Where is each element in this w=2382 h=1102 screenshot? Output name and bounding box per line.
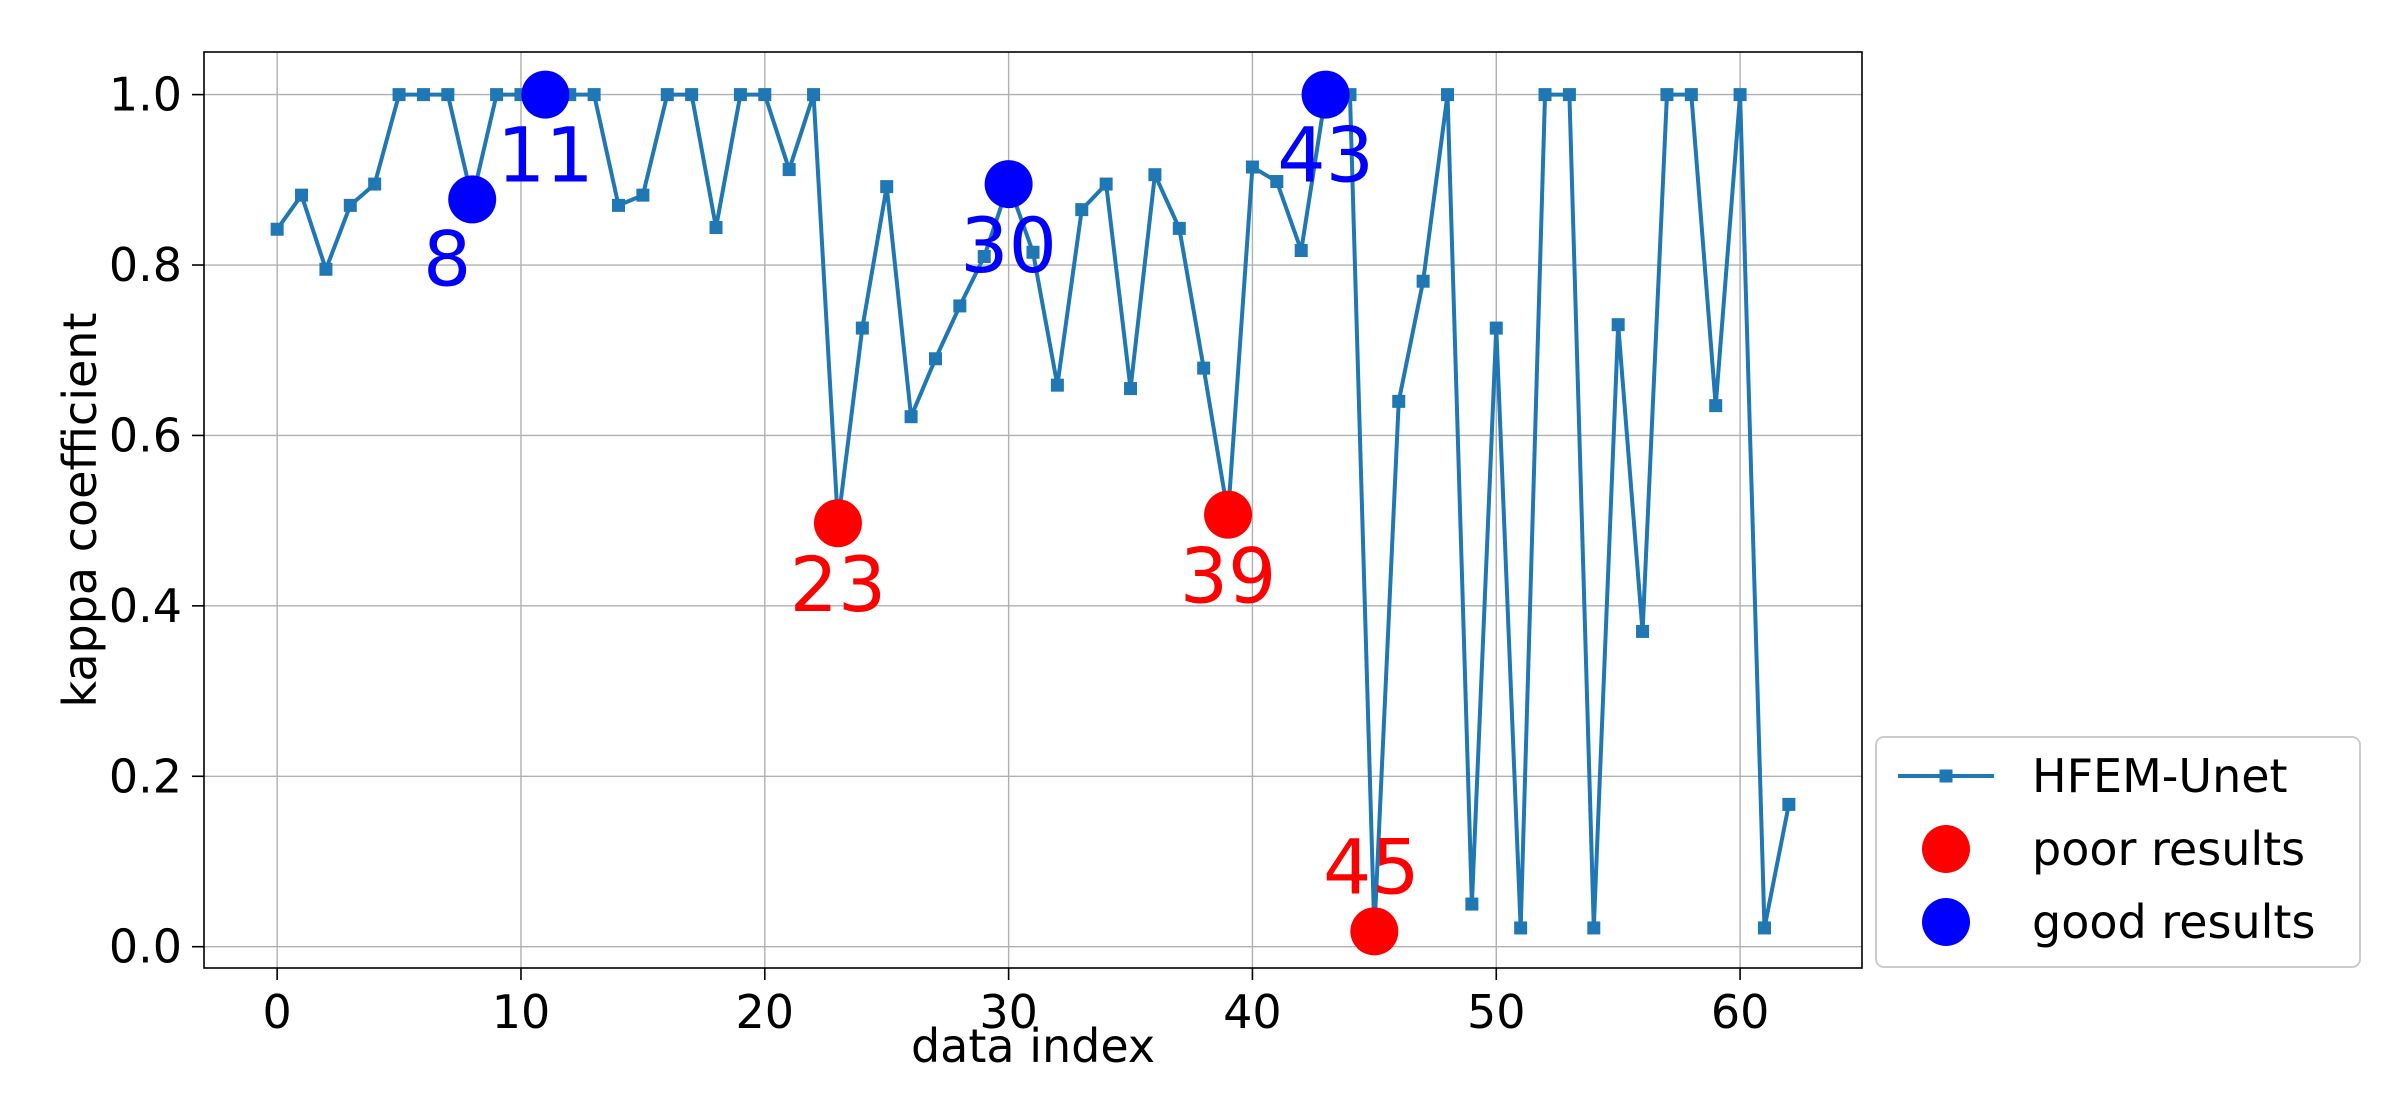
hfem-unet-point [1099,177,1113,191]
hfem-unet-point [953,299,967,313]
poor-result-marker [1350,907,1399,956]
hfem-unet-point [1757,921,1771,935]
hfem-unet-point [1245,160,1259,174]
hfem-unet-point [660,88,674,102]
hfem-unet-point [441,88,455,102]
legend-square-marker-icon [1939,769,1953,783]
hfem-unet-point [977,250,991,264]
legend-label-hfem-unet: HFEM-Unet [2032,749,2288,803]
hfem-unet-point [1709,399,1723,413]
hfem-unet-point [587,88,601,102]
hfem-unet-point [807,88,821,102]
hfem-unet-point [612,198,625,212]
hfem-unet-point [1733,88,1747,102]
legend-box [1875,736,2361,968]
hfem-unet-point [295,188,309,202]
good-result-label: 8 [423,214,471,303]
hfem-unet-point [1050,378,1064,392]
poor-result-label: 45 [1323,822,1420,911]
axis-ticks: 0 10 20 30 40 50 60 0.0 0.2 0.4 0.6 0.8 1.0 [109,68,1770,1039]
hfem-unet-point [685,88,699,102]
axes-frame [203,51,1863,969]
hfem-unet-point [709,221,723,235]
hfem-unet-point [1026,245,1040,259]
hfem-unet-point [1465,897,1479,911]
good-result-marker [448,175,497,224]
y-tick-label: 0.0 [109,920,182,974]
hfem-unet-point [1660,88,1674,102]
x-tick-label: 30 [979,985,1038,1039]
hfem-unet-point [1148,168,1162,182]
hfem-unet-point [392,88,406,102]
x-tick-label: 0 [263,985,292,1039]
hfem-unet-point [1392,394,1406,408]
hfem-unet-point [1416,274,1430,288]
x-tick-label: 40 [1223,985,1282,1039]
hfem-unet-point [1270,175,1284,189]
hfem-unet-point [1538,88,1552,102]
hfem-unet-point [1562,88,1576,102]
legend: HFEM-Unet poor results good results [1875,736,2361,968]
hfem-unet-point [343,198,357,212]
hfem-unet-point [928,352,942,366]
hfem-unet-point [1197,361,1211,375]
hfem-unet-point [416,88,430,102]
good-result-marker [984,160,1033,209]
hfem-unet-point [1124,382,1138,396]
hfem-unet-point [1587,921,1601,935]
legend-label-good-results: good results [2032,895,2315,949]
hfem-unet-point [1636,624,1650,638]
good-result-label: 30 [960,201,1057,290]
hfem-unet-point [490,88,504,102]
hfem-unet-point [1294,244,1308,258]
y-tick-label: 0.4 [109,579,182,633]
hfem-unet-point [1514,921,1528,935]
plot-area: 23 39 45 8 11 30 43 [270,70,1796,956]
x-tick-label: 60 [1711,985,1770,1039]
hfem-unet-point [733,88,747,102]
x-tick-label: 20 [736,985,795,1039]
y-tick-label: 1.0 [109,68,182,122]
hfem-unet-point [782,163,796,177]
poor-result-marker [1204,490,1253,539]
hfem-unet-point [1611,318,1625,332]
hfem-unet-point [758,88,772,102]
hfem-unet-point [1172,221,1186,235]
hfem-unet-point [1684,88,1698,102]
good-result-label: 11 [497,111,594,200]
y-tick-label: 0.6 [109,408,182,462]
good-result-marker [1301,70,1350,119]
poor-result-label: 23 [790,540,887,629]
x-axis-label: data index [911,1019,1155,1073]
poor-result-marker [813,499,862,548]
good-result-marker [521,70,570,119]
hfem-unet-point [1075,203,1089,217]
hfem-unet-point [636,188,650,202]
legend-red-dot-icon [1922,825,1970,873]
x-tick-label: 50 [1467,985,1526,1039]
hfem-unet-point [1441,88,1454,102]
x-tick-label: 10 [492,985,551,1039]
legend-blue-dot-icon [1922,898,1970,946]
hfem-unet-point [904,410,918,424]
hfem-unet-point [880,180,894,194]
hfem-unet-point [319,262,333,276]
hfem-unet-point [1489,321,1503,335]
hfem-unet-point [368,177,382,191]
y-axis-label: kappa coefficient [53,313,107,708]
hfem-unet-point [1782,797,1796,811]
legend-label-poor-results: poor results [2032,822,2305,876]
hfem-unet-point [855,321,869,335]
poor-result-label: 39 [1180,532,1277,621]
y-tick-label: 0.8 [109,238,182,292]
hfem-unet-point [270,222,284,236]
good-result-label: 43 [1277,111,1374,200]
y-tick-label: 0.2 [109,749,182,803]
